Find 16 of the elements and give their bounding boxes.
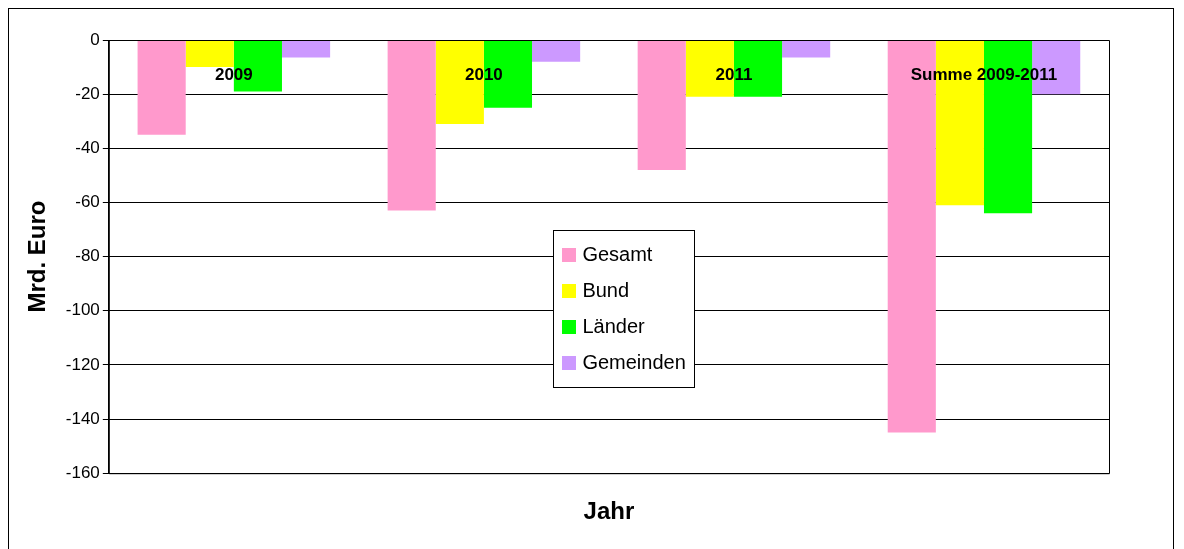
y-tick-label: -140: [65, 408, 100, 428]
y-tick-label: -80: [75, 246, 100, 266]
y-tick-label: -40: [75, 137, 100, 157]
legend-label: Länder: [582, 315, 645, 339]
x-tick-label: 2011: [715, 64, 753, 84]
legend-label: Gemeinden: [582, 351, 686, 375]
y-axis-title: Mrd. Euro: [23, 200, 51, 313]
y-tick-label: -20: [75, 83, 100, 103]
y-tick-label: 0: [90, 29, 100, 49]
y-tick-label: -60: [75, 192, 100, 212]
y-tick-label: -160: [65, 462, 100, 482]
y-tick-label: -120: [65, 354, 100, 374]
x-axis-title: Jahr: [583, 497, 635, 525]
y-tick-label: -100: [65, 300, 100, 320]
legend-label: Bund: [582, 279, 630, 303]
legend-label: Gesamt: [582, 243, 653, 267]
